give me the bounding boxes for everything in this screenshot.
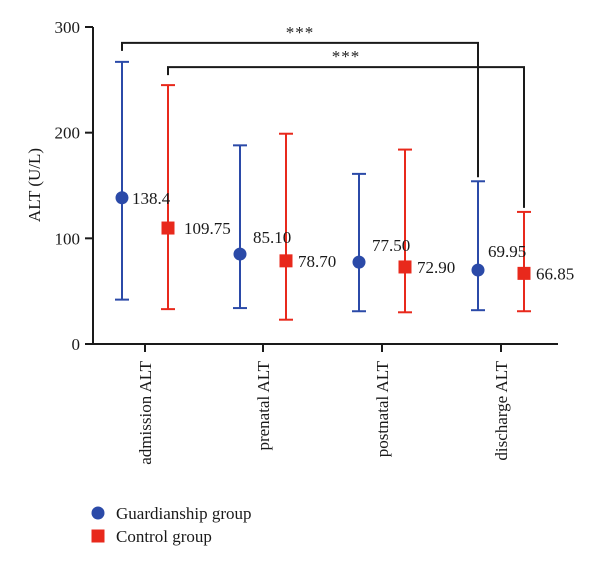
data-point-square xyxy=(279,254,293,268)
y-tick-label: 100 xyxy=(55,229,81,248)
data-point-square xyxy=(517,266,531,280)
error-bars xyxy=(115,60,531,321)
x-category-label: prenatal ALT xyxy=(254,360,273,450)
y-axis-title: ALT (U/L) xyxy=(25,148,44,222)
significance-bracket xyxy=(167,66,525,208)
data-value-label: 66.85 xyxy=(536,264,574,283)
data-point-square xyxy=(161,221,175,235)
y-tick-label: 300 xyxy=(55,18,81,37)
data-markers xyxy=(115,191,531,280)
x-category-label: discharge ALT xyxy=(492,360,511,460)
data-point-square xyxy=(398,260,412,274)
value-labels: 138.4 85.10 77.50 69.95 109.75 78.70 72.90 66.8… xyxy=(132,189,574,284)
data-point-circle xyxy=(352,255,366,269)
axes xyxy=(92,27,558,345)
x-category-label: postnatal ALT xyxy=(373,360,392,457)
legend-marker-circle xyxy=(91,506,105,520)
data-value-label: 78.70 xyxy=(298,252,336,271)
data-value-label: 109.75 xyxy=(184,219,231,238)
data-value-label: 77.50 xyxy=(372,236,410,255)
significance-label: *** xyxy=(332,47,361,66)
x-category-label: admission ALT xyxy=(136,360,155,464)
data-value-label: 138.4 xyxy=(132,189,171,208)
data-value-label: 85.10 xyxy=(253,228,291,247)
data-point-circle xyxy=(233,247,247,261)
y-ticks: 0 100 200 300 xyxy=(55,18,93,354)
legend-marker-square xyxy=(91,529,105,543)
significance-bracket xyxy=(121,41,479,178)
x-ticks: admission ALT prenatal ALT postnatal ALT di… xyxy=(136,344,511,465)
significance-brackets: *** *** xyxy=(121,23,525,208)
data-point-circle xyxy=(115,191,129,205)
legend-label: Guardianship group xyxy=(116,504,252,523)
legend-label: Control group xyxy=(116,527,212,546)
data-value-label: 69.95 xyxy=(488,242,526,261)
significance-label: *** xyxy=(286,23,315,42)
data-point-circle xyxy=(471,263,485,277)
y-tick-label: 200 xyxy=(55,124,81,143)
legend: Guardianship group Control group xyxy=(91,504,252,546)
data-value-label: 72.90 xyxy=(417,258,455,277)
y-tick-label: 0 xyxy=(72,335,81,354)
